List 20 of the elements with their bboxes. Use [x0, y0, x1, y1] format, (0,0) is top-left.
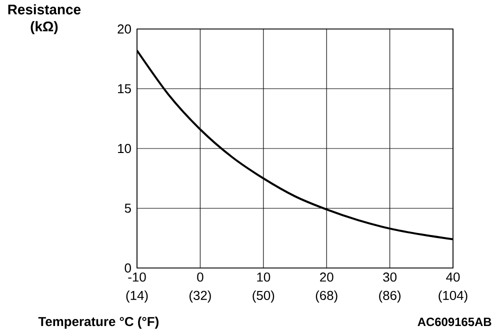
y-tick-label: 15 [118, 84, 131, 94]
x-tick-label: 10 [257, 272, 270, 282]
text: AC609165AB [418, 318, 492, 326]
x-tick-label: 30 [383, 272, 397, 282]
y-tick-label: 20 [118, 24, 131, 34]
x2-tick-label: (68) [316, 290, 338, 303]
y-tick-label: 10 [118, 144, 131, 154]
x2-tick-label: (50) [252, 290, 274, 303]
y-tick-label: 0 [124, 263, 131, 273]
x2-tick-label: (32) [189, 290, 211, 303]
x-tick-label: 20 [320, 272, 334, 282]
x2-tick-label: (86) [379, 290, 401, 303]
x-tick-label: 40 [446, 272, 460, 282]
x-axis-title: Temperature °C (°F) [38, 316, 158, 329]
y-tick-label: 5 [124, 204, 131, 213]
x-tick-label: 0 [197, 272, 204, 282]
y-axis-title: Resistance (kΩ) [8, 4, 81, 34]
x2-tick-label: (14) [126, 290, 148, 303]
x-tick-label: -10 [128, 272, 146, 282]
x2-tick-label: (104) [438, 290, 468, 303]
